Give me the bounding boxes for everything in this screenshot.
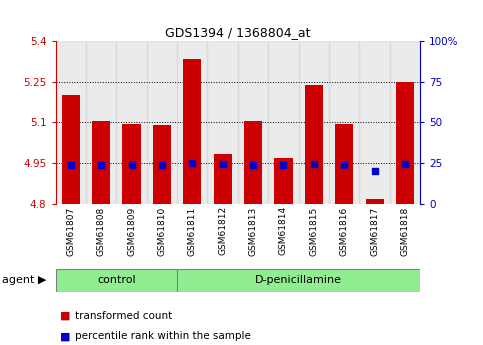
Bar bbox=[177, 41, 208, 204]
Bar bbox=[244, 121, 262, 204]
Bar bbox=[268, 41, 298, 204]
Bar bbox=[366, 199, 384, 204]
Bar bbox=[298, 41, 329, 204]
Bar bbox=[147, 41, 177, 204]
Bar bbox=[153, 125, 171, 204]
Text: ■: ■ bbox=[60, 332, 71, 341]
Text: agent ▶: agent ▶ bbox=[2, 275, 47, 285]
Text: D-penicillamine: D-penicillamine bbox=[255, 275, 342, 285]
Bar bbox=[396, 82, 414, 204]
Text: percentile rank within the sample: percentile rank within the sample bbox=[75, 332, 251, 341]
Bar bbox=[335, 124, 354, 204]
Bar bbox=[62, 96, 80, 204]
Bar bbox=[86, 41, 116, 204]
Bar bbox=[92, 121, 110, 204]
Bar bbox=[359, 41, 390, 204]
Text: transformed count: transformed count bbox=[75, 311, 172, 321]
Text: ■: ■ bbox=[60, 311, 71, 321]
Bar bbox=[390, 41, 420, 204]
Bar bbox=[305, 85, 323, 204]
Bar bbox=[274, 158, 293, 204]
Bar bbox=[238, 41, 268, 204]
Bar bbox=[177, 269, 420, 292]
Bar bbox=[116, 41, 147, 204]
Bar bbox=[208, 41, 238, 204]
Bar bbox=[122, 124, 141, 204]
Bar bbox=[213, 154, 232, 204]
Bar bbox=[329, 41, 359, 204]
Text: control: control bbox=[97, 275, 136, 285]
Bar bbox=[56, 269, 177, 292]
Bar bbox=[56, 41, 86, 204]
Title: GDS1394 / 1368804_at: GDS1394 / 1368804_at bbox=[165, 26, 311, 39]
Bar bbox=[183, 59, 201, 204]
